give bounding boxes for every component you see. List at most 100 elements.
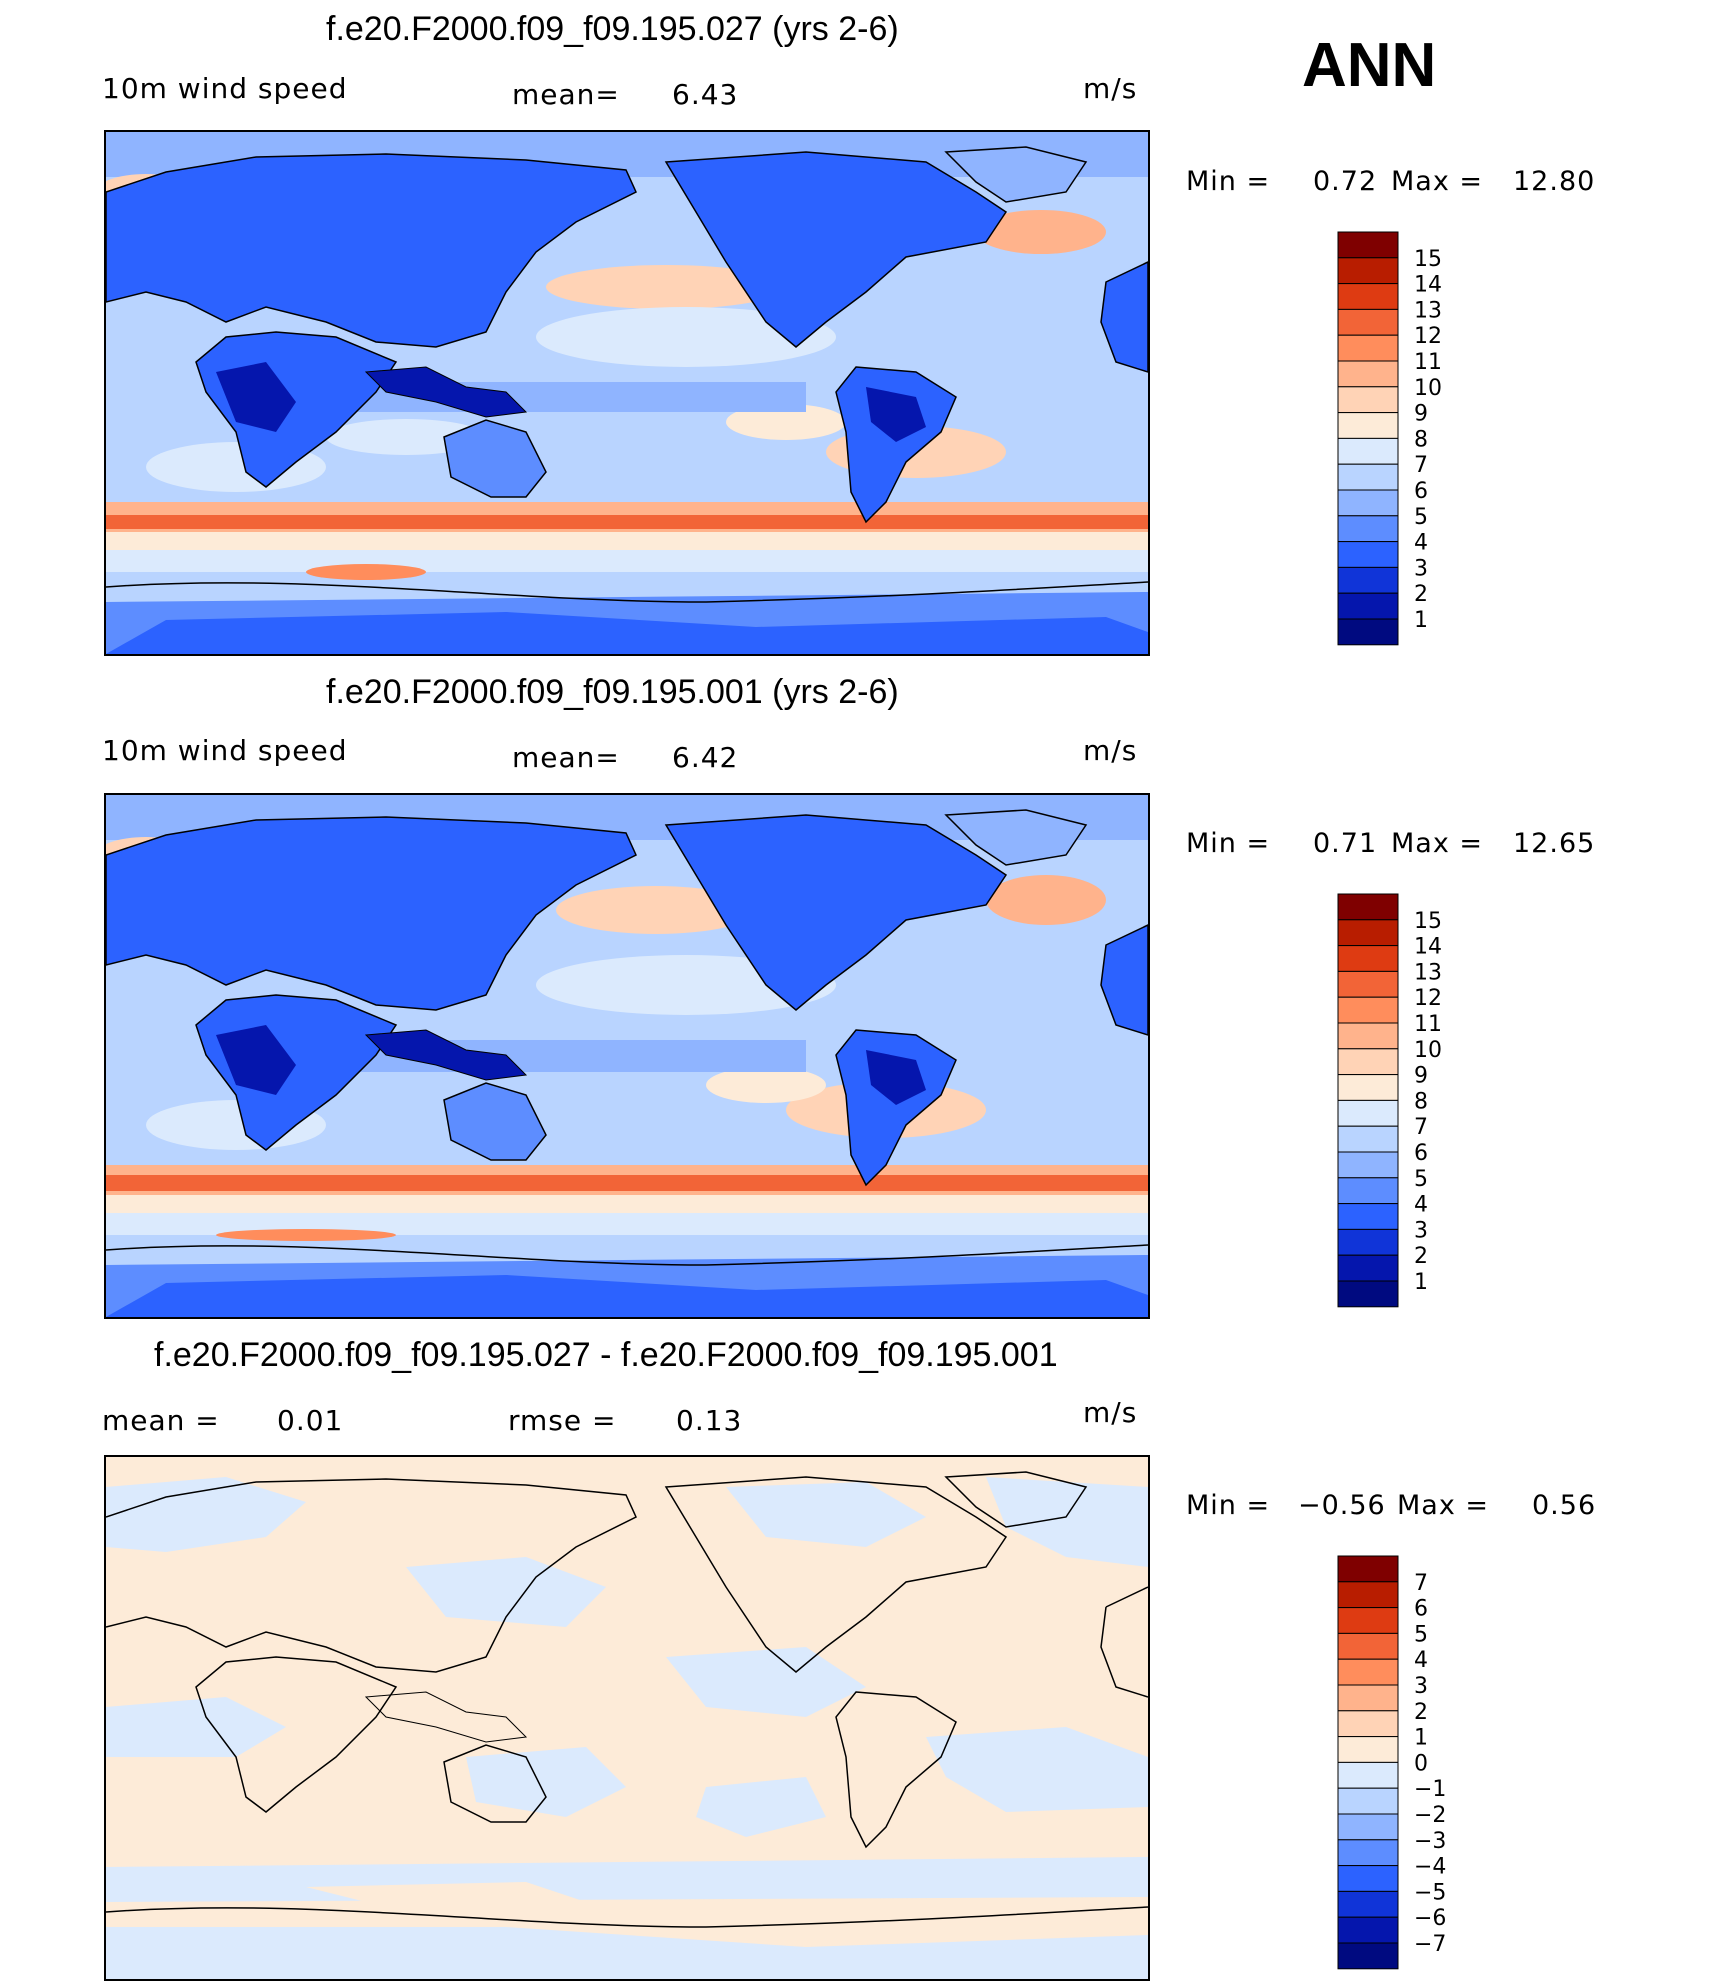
- colorbar-tick-label: 13: [1414, 960, 1442, 985]
- colorbar-swatch: [1337, 592, 1399, 620]
- colorbar-swatch: [1337, 1555, 1399, 1583]
- panel-2-title: f.e20.F2000.f09_f09.195.001 (yrs 2-6): [326, 673, 899, 711]
- colorbar-swatch: [1337, 489, 1399, 517]
- panel-1-min-value: 0.72: [1313, 166, 1378, 197]
- panel-1-map: [104, 130, 1150, 656]
- colorbar-swatch: [1337, 1710, 1399, 1738]
- panel-2-units: m/s: [1083, 734, 1138, 767]
- colorbar-swatch: [1337, 412, 1399, 439]
- colorbar-tick-label: 1: [1414, 1726, 1428, 1751]
- colorbar-tick-label: 0: [1414, 1751, 1428, 1776]
- colorbar-swatch: [1337, 1916, 1399, 1944]
- colorbar-tick-label: 5: [1414, 1167, 1428, 1192]
- colorbar-tick-label: −6: [1414, 1906, 1446, 1931]
- colorbar-tick-label: 5: [1414, 1622, 1428, 1647]
- panel-2-map: [104, 793, 1150, 1319]
- panel-3-map: [104, 1455, 1150, 1981]
- colorbar-swatch: [1337, 996, 1399, 1024]
- panel-1-max-label: Max =: [1391, 166, 1484, 197]
- colorbar-swatch: [1337, 1125, 1399, 1153]
- colorbar-tick-label: 8: [1414, 1089, 1428, 1114]
- panel-1-variable-label: 10m wind speed: [102, 72, 348, 105]
- colorbar-tick-label: 7: [1414, 1115, 1428, 1140]
- colorbar-swatch: [1337, 1177, 1399, 1205]
- colorbar-tick-label: 12: [1414, 324, 1442, 349]
- colorbar-tick-label: 12: [1414, 986, 1442, 1011]
- colorbar-tick-label: 11: [1414, 1012, 1442, 1037]
- colorbar-swatch: [1337, 1632, 1399, 1660]
- colorbar-tick-label: 2: [1414, 582, 1428, 607]
- panel-2-mean-label: mean=: [512, 741, 620, 774]
- colorbar-swatch: [1337, 1761, 1399, 1789]
- panel-3-units: m/s: [1083, 1396, 1138, 1429]
- panel-1-units: m/s: [1083, 72, 1138, 105]
- colorbar-swatch: [1337, 515, 1399, 543]
- colorbar-tick-label: 14: [1414, 935, 1442, 960]
- colorbar-tick-label: 3: [1414, 1674, 1428, 1699]
- colorbar-tick-label: 4: [1414, 1648, 1428, 1673]
- panel-3-rmse-value: 0.13: [676, 1404, 743, 1437]
- colorbar-swatch: [1337, 893, 1399, 921]
- panel-1-colorbar: 15 14 13 12 11 10 9 8 7 6 5 4 3 2 1: [1337, 231, 1498, 652]
- colorbar-swatch: [1337, 1813, 1399, 1841]
- colorbar-swatch: [1337, 437, 1399, 465]
- colorbar-swatch: [1337, 1684, 1399, 1712]
- colorbar-swatch: [1337, 566, 1399, 594]
- colorbar-tick-label: 6: [1414, 1597, 1428, 1622]
- colorbar-swatch: [1337, 1254, 1399, 1282]
- colorbar-tick-label: 10: [1414, 1038, 1442, 1063]
- colorbar-tick-label: 8: [1414, 427, 1428, 452]
- colorbar-swatch: [1337, 1022, 1399, 1050]
- colorbar-tick-label: −4: [1414, 1855, 1446, 1880]
- colorbar-swatch: [1337, 231, 1399, 259]
- panel-3-min-value: −0.56: [1298, 1490, 1386, 1521]
- panel-2-min-value: 0.71: [1313, 828, 1378, 859]
- colorbar-tick-label: 3: [1414, 556, 1428, 581]
- colorbar-swatch: [1337, 360, 1399, 388]
- colorbar-tick-label: 10: [1414, 376, 1442, 401]
- colorbar-swatch: [1337, 1787, 1399, 1815]
- panel-3-mean-value: 0.01: [277, 1404, 344, 1437]
- colorbar-tick-label: 1: [1414, 1270, 1428, 1295]
- colorbar-swatch: [1337, 1074, 1399, 1101]
- colorbar-swatch: [1337, 283, 1399, 310]
- colorbar-swatch: [1337, 1228, 1399, 1256]
- panel-1-title: f.e20.F2000.f09_f09.195.027 (yrs 2-6): [326, 10, 899, 48]
- colorbar-tick-label: 14: [1414, 273, 1442, 298]
- colorbar-tick-label: 3: [1414, 1218, 1428, 1243]
- panel-2-max-label: Max =: [1391, 828, 1484, 859]
- colorbar-tick-label: 13: [1414, 298, 1442, 323]
- colorbar-tick-label: −1: [1414, 1777, 1446, 1802]
- panel-3-max-value: 0.56: [1532, 1490, 1597, 1521]
- colorbar-tick-label: 11: [1414, 350, 1442, 375]
- colorbar-swatch: [1337, 308, 1399, 336]
- colorbar-tick-label: 9: [1414, 1064, 1428, 1089]
- colorbar-tick-label: 6: [1414, 1141, 1428, 1166]
- colorbar-swatch: [1337, 1280, 1399, 1308]
- colorbar-tick-label: 5: [1414, 505, 1428, 530]
- colorbar-swatch: [1337, 945, 1399, 972]
- colorbar-swatch: [1337, 334, 1399, 362]
- colorbar-swatch: [1337, 1839, 1399, 1867]
- colorbar-tick-label: −2: [1414, 1803, 1446, 1828]
- panel-2-mean-value: 6.42: [672, 741, 739, 774]
- colorbar-tick-label: 15: [1414, 247, 1442, 272]
- colorbar-swatch: [1337, 1151, 1399, 1179]
- colorbar-swatch: [1337, 1581, 1399, 1609]
- colorbar-swatch: [1337, 257, 1399, 285]
- panel-1-mean-label: mean=: [512, 78, 620, 111]
- colorbar-swatch: [1337, 1658, 1399, 1686]
- panel-1-min-label: Min =: [1186, 166, 1271, 197]
- colorbar-tick-label: −3: [1414, 1829, 1446, 1854]
- colorbar-tick-label: 15: [1414, 909, 1442, 934]
- colorbar-swatch: [1337, 1607, 1399, 1634]
- colorbar-swatch: [1337, 1942, 1399, 1970]
- panel-3-colorbar: 7 6 5 4 3 2 1 0 −1 −2 −3 −4 −5 −6 −7: [1337, 1555, 1498, 1976]
- panel-3-title: f.e20.F2000.f09_f09.195.027 - f.e20.F200…: [154, 1336, 1058, 1374]
- colorbar-swatch: [1337, 1203, 1399, 1230]
- colorbar-tick-label: −5: [1414, 1880, 1446, 1905]
- colorbar-tick-label: 4: [1414, 1193, 1428, 1218]
- season-label: ANN: [1302, 31, 1437, 100]
- colorbar-swatch: [1337, 541, 1399, 568]
- colorbar-swatch: [1337, 1890, 1399, 1918]
